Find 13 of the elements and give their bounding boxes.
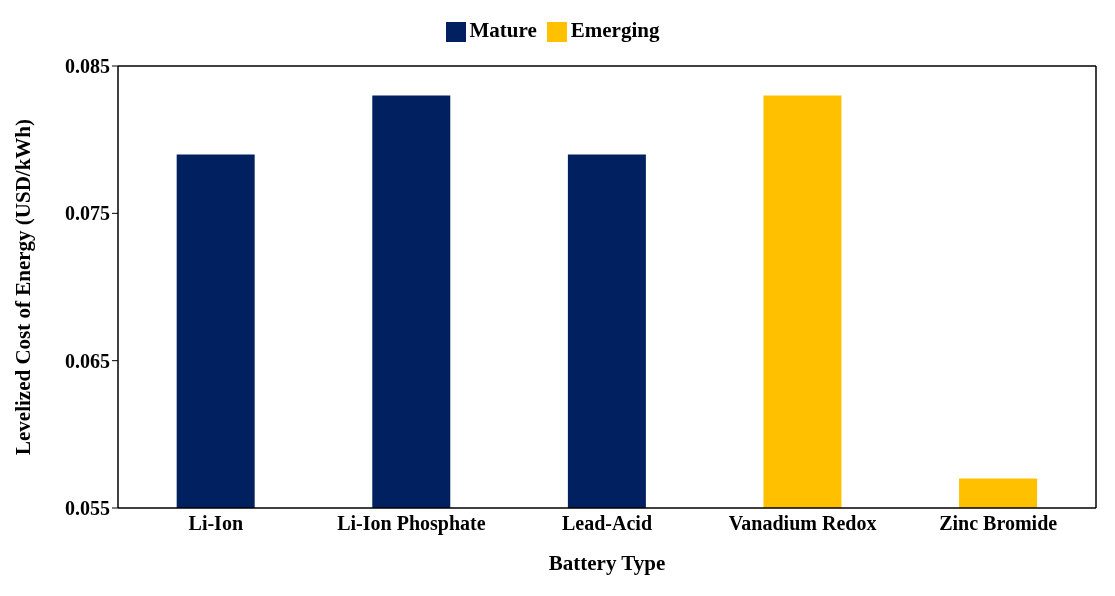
y-axis-title: Levelized Cost of Energy (USD/kWh)	[11, 119, 36, 455]
legend-label: Mature	[469, 18, 537, 42]
y-tick-label: 0.055	[65, 497, 110, 520]
y-tick-label: 0.065	[65, 349, 110, 372]
x-axis-title: Battery Type	[548, 551, 666, 575]
x-tick-label: Li-Ion	[188, 512, 244, 535]
x-tick-label: Vanadium Redox	[728, 512, 877, 535]
y-tick-label: 0.075	[65, 202, 110, 225]
legend-label: Emerging	[570, 18, 660, 42]
y-tick-label: 0.085	[65, 55, 110, 78]
x-tick-label: Zinc Bromide	[939, 512, 1058, 535]
x-tick-label: Li-Ion Phosphate	[337, 512, 486, 536]
x-tick-label: Lead-Acid	[562, 512, 652, 535]
